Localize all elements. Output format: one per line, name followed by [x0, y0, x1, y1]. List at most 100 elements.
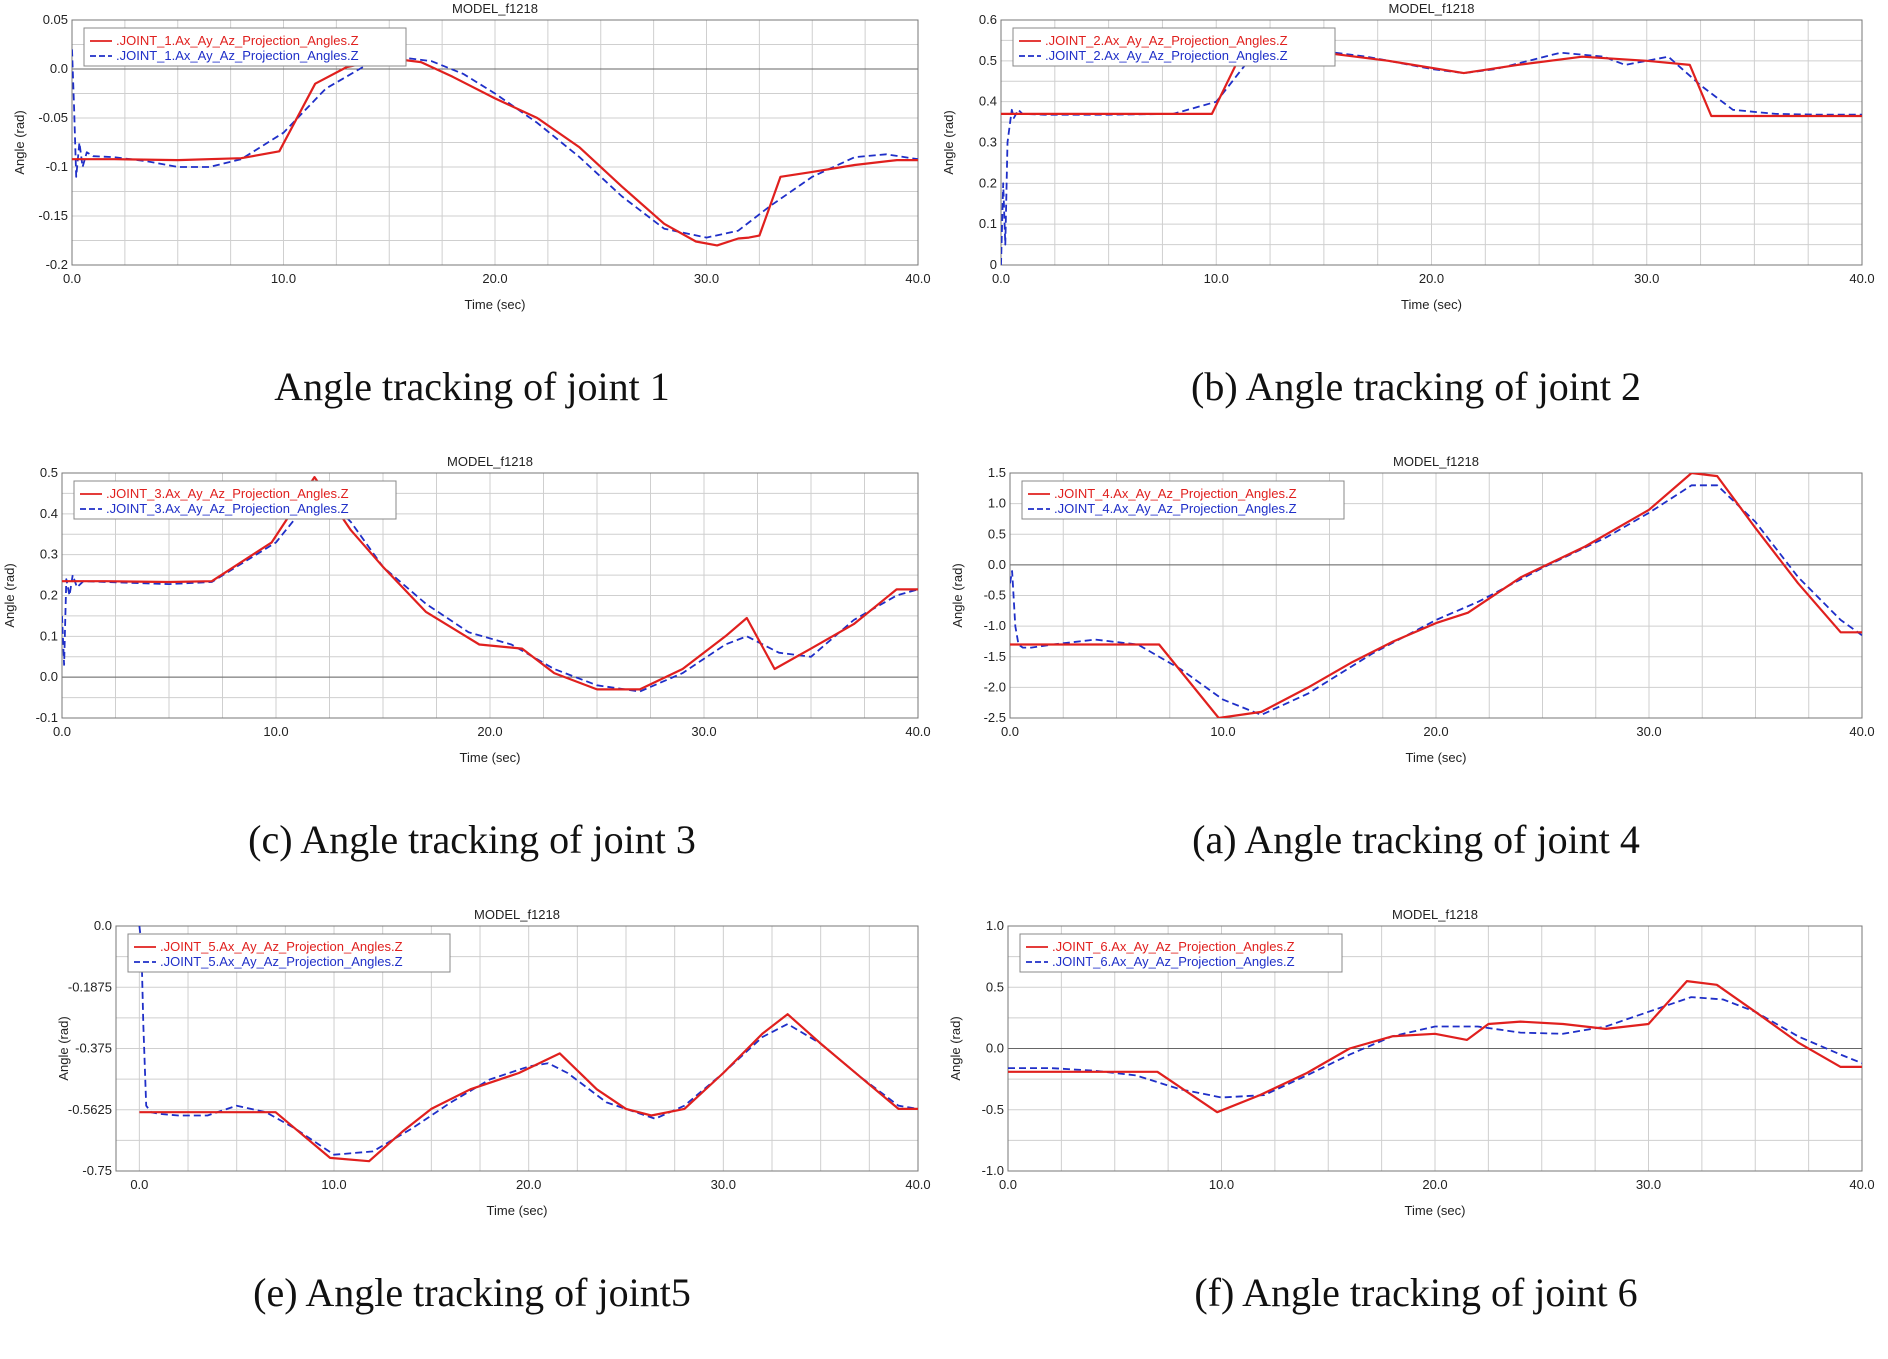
x-tick-label: 40.0: [1849, 271, 1874, 286]
legend-label: .JOINT_2.Ax_Ay_Az_Projection_Angles.Z: [1045, 48, 1288, 63]
legend: .JOINT_1.Ax_Ay_Az_Projection_Angles.Z.JO…: [83, 27, 407, 67]
chart-caption: (f) Angle tracking of joint 6: [1194, 1270, 1638, 1315]
chart-6: MODEL_f1218 -1.0 -0.5 0.0 0.5 1.0 0.0 10.0 20.0 3…: [948, 907, 1875, 1218]
series-line-actual: [62, 476, 918, 691]
x-axis-label: Time (sec): [1406, 750, 1467, 765]
y-tick-label: 0.0: [50, 61, 68, 76]
y-axis-label: Angle (rad): [948, 1016, 963, 1080]
y-tick-label: 0.1: [40, 628, 58, 643]
y-tick-label: 0.0: [40, 669, 58, 684]
chart-title: MODEL_f1218: [447, 454, 533, 469]
series-line-desired: [1010, 484, 1862, 716]
legend: .JOINT_2.Ax_Ay_Az_Projection_Angles.Z.JO…: [1012, 27, 1336, 67]
series-line-actual: [72, 57, 918, 247]
series-line-actual: [139, 1013, 918, 1163]
x-tick-label: 10.0: [271, 271, 296, 286]
y-tick-label: -1.0: [982, 1163, 1004, 1178]
x-tick-label: 40.0: [1849, 1177, 1874, 1192]
plot-frame: [1007, 925, 1863, 1172]
chart-2: MODEL_f1218 0 0.1 0.2 0.3 0.4 0.5 0.6 0.0 10.0 20.…: [944, 1, 1875, 312]
x-tick-label: 10.0: [263, 724, 288, 739]
chart-panel-3: MODEL_f1218 -0.1 0.0 0.1 0.2 0.3 0.4 0.5 0.0 10.0…: [0, 453, 944, 906]
x-tick-label: 30.0: [1636, 1177, 1661, 1192]
chart-panel-6: MODEL_f1218 -1.0 -0.5 0.0 0.5 1.0 0.0 10.0 20.0 3…: [944, 906, 1888, 1359]
chart-panel-5: MODEL_f1218 -0.75 -0.5625 -0.375 -0.1875 0.0 0…: [0, 906, 944, 1359]
y-tick-label: 0.5: [979, 53, 997, 68]
legend-label: .JOINT_6.Ax_Ay_Az_Projection_Angles.Z: [1052, 954, 1295, 969]
y-tick-label: -0.1: [36, 710, 58, 725]
x-axis-label: Time (sec): [460, 750, 521, 765]
y-tick-label: -1.0: [984, 618, 1006, 633]
chart-3: MODEL_f1218-0.10.00.10.20.30.40.50.0 10.0…: [2, 454, 931, 765]
y-tick-label: 0.05: [43, 12, 68, 27]
y-tick-label: 0.0: [986, 1041, 1004, 1056]
y-tick-label: 0.1: [979, 216, 997, 231]
legend-label: .JOINT_4.Ax_Ay_Az_Projection_Angles.Z: [1054, 486, 1297, 501]
y-tick-label: 0.4: [40, 506, 58, 521]
y-tick-label: -0.5: [982, 1102, 1004, 1117]
x-axis-label: Time (sec): [1401, 297, 1462, 312]
y-tick-label: 1.0: [986, 918, 1004, 933]
y-tick-label: -0.2: [46, 257, 68, 272]
plot-frame: [115, 925, 919, 1172]
y-tick-label: -0.5: [984, 588, 1006, 603]
legend-label: .JOINT_1.Ax_Ay_Az_Projection_Angles.Z: [116, 33, 359, 48]
x-tick-label: 20.0: [1423, 724, 1448, 739]
series-line-desired: [72, 49, 918, 239]
x-tick-label: 30.0: [1636, 724, 1661, 739]
chart-title: MODEL_f1218: [452, 1, 538, 16]
y-axis-label: Angle (rad): [2, 563, 17, 627]
y-tick-label: -0.75: [82, 1163, 112, 1178]
y-tick-label: 0.3: [979, 135, 997, 150]
y-axis-label: Angle (rad): [950, 563, 965, 627]
series-line-desired: [1008, 996, 1862, 1099]
x-tick-label: 40.0: [1849, 724, 1874, 739]
y-axis-label: Angle (rad): [944, 110, 956, 174]
chart-title: MODEL_f1218: [474, 907, 560, 922]
plot-frame: [61, 472, 919, 719]
legend-label: .JOINT_4.Ax_Ay_Az_Projection_Angles.Z: [1054, 501, 1297, 516]
legend: .JOINT_3.Ax_Ay_Az_Projection_Angles.Z.JO…: [73, 480, 397, 520]
chart-title: MODEL_f1218: [1393, 454, 1479, 469]
x-tick-label: 20.0: [482, 271, 507, 286]
x-tick-label: 10.0: [1209, 1177, 1234, 1192]
series-line-actual: [1008, 979, 1862, 1114]
x-tick-label: 10.0: [1204, 271, 1229, 286]
x-tick-label: 20.0: [516, 1177, 541, 1192]
legend-box: [1021, 480, 1345, 520]
series-line-actual: [1001, 47, 1862, 118]
x-tick-label: 0.0: [53, 724, 71, 739]
plot-frame: [1009, 472, 1863, 719]
legend-label: .JOINT_6.Ax_Ay_Az_Projection_Angles.Z: [1052, 939, 1295, 954]
x-tick-label: 0.0: [130, 1177, 148, 1192]
series-line-actual: [1010, 473, 1862, 718]
x-tick-label: 10.0: [1210, 724, 1235, 739]
x-tick-label: 30.0: [694, 271, 719, 286]
chart-title: MODEL_f1218: [1389, 1, 1475, 16]
legend-label: .JOINT_1.Ax_Ay_Az_Projection_Angles.Z: [116, 48, 359, 63]
x-tick-label: 0.0: [1001, 724, 1019, 739]
x-tick-label: 0.0: [992, 271, 1010, 286]
y-tick-label: -0.1: [46, 159, 68, 174]
y-tick-label: -0.15: [38, 208, 68, 223]
x-tick-label: 30.0: [691, 724, 716, 739]
x-tick-label: 20.0: [1419, 271, 1444, 286]
plot-frame: [71, 19, 919, 266]
chart-caption: (c) Angle tracking of joint 3: [248, 817, 696, 862]
chart-caption: (a) Angle tracking of joint 4: [1192, 817, 1640, 862]
chart-caption: (e) Angle tracking of joint5: [253, 1270, 691, 1315]
legend-label: .JOINT_3.Ax_Ay_Az_Projection_Angles.Z: [106, 501, 349, 516]
x-axis-label: Time (sec): [1405, 1203, 1466, 1218]
legend-box: [73, 480, 397, 520]
legend-box: [127, 933, 451, 973]
chart-1: MODEL_f1218 -0.2 -0.15 -0.1 -0.05 0.0 0.05 0.0 1…: [12, 1, 931, 312]
y-tick-label: 0.5: [40, 465, 58, 480]
legend: .JOINT_6.Ax_Ay_Az_Projection_Angles.Z.JO…: [1019, 933, 1343, 973]
legend-label: .JOINT_3.Ax_Ay_Az_Projection_Angles.Z: [106, 486, 349, 501]
x-tick-label: 20.0: [477, 724, 502, 739]
plot-frame: [1000, 19, 1863, 266]
chart-4: MODEL_f1218 -2.5 -2.0 -1.5 -1.0 -0.5 0.0 0.5 1.0…: [950, 454, 1875, 765]
legend-label: .JOINT_5.Ax_Ay_Az_Projection_Angles.Z: [160, 939, 403, 954]
legend-box: [83, 27, 407, 67]
legend-label: .JOINT_5.Ax_Ay_Az_Projection_Angles.Z: [160, 954, 403, 969]
